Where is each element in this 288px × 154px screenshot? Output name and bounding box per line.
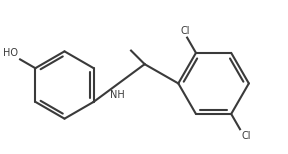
Text: HO: HO	[3, 48, 18, 58]
Text: Cl: Cl	[242, 131, 251, 141]
Text: NH: NH	[110, 90, 125, 100]
Text: Cl: Cl	[181, 26, 190, 36]
